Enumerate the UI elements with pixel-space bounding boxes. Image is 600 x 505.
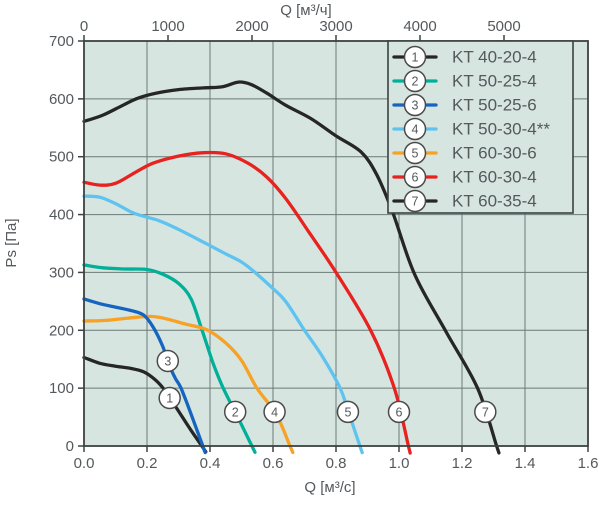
- legend-row: 2 KT 50-25-4: [392, 69, 537, 93]
- y-tick-label: 0: [66, 438, 74, 455]
- y-tick-label: 300: [49, 264, 74, 281]
- x-top-axis-title: Q [м³/ч]: [280, 2, 331, 19]
- legend-label: KT 50-30-4**: [452, 120, 550, 139]
- x-bottom-tick-label: 1.6: [578, 455, 599, 472]
- curve-kt-50-30-4-: [82, 194, 364, 455]
- curves: [82, 80, 501, 455]
- curve-number-markers: 1 2 3 4 5 6 7: [156, 349, 497, 424]
- legend-marker-3: [403, 93, 427, 117]
- y-tick-label: 100: [49, 380, 74, 397]
- x-bottom-tick-label: 1.2: [452, 455, 473, 472]
- legend-marker-7-number: 7: [412, 195, 419, 209]
- legend-row: 7 KT 60-35-4: [392, 189, 537, 213]
- legend-row: 4 KT 50-30-4**: [392, 117, 550, 141]
- curve-marker-2: [223, 400, 247, 424]
- legend-marker-1-number: 1: [412, 51, 419, 65]
- y-tick-label: 200: [49, 322, 74, 339]
- curve-marker-1: [158, 386, 181, 410]
- x-bottom-tick-label: 1.4: [515, 455, 536, 472]
- legend-marker-5: [403, 141, 427, 165]
- x-bottom-axis-title: Q [м³/с]: [304, 479, 355, 496]
- legend-marker-7: [403, 189, 427, 213]
- curve-marker-7-number: 7: [482, 405, 489, 419]
- legend-marker-6-number: 6: [412, 171, 419, 185]
- curve-marker-2-number: 2: [232, 405, 239, 419]
- curve-kt-60-35-4: [82, 80, 501, 455]
- x-bottom-tick-label: 0.2: [137, 455, 158, 472]
- curve-marker-4-number: 4: [271, 405, 278, 419]
- curve-marker-6: [387, 400, 411, 424]
- legend-marker-3-number: 3: [412, 99, 419, 113]
- legend-row: 1 KT 40-20-4: [392, 45, 537, 69]
- legend-row: 3 KT 50-25-6: [392, 93, 537, 117]
- legend-label: KT 40-20-4: [452, 48, 537, 67]
- curve-kt-60-30-4: [82, 150, 412, 455]
- x-top-tick-label: 3000: [319, 18, 352, 35]
- x-bottom-tick-label: 1.0: [389, 455, 410, 472]
- legend-marker-1: [403, 45, 427, 69]
- axis-ticks: [78, 35, 589, 452]
- x-top-tick-label: 1000: [151, 18, 184, 35]
- x-top-tick-label: 2000: [235, 18, 268, 35]
- x-bottom-tick-label: 0.6: [263, 455, 284, 472]
- curve-marker-3: [156, 349, 180, 373]
- y-tick-label: 400: [49, 207, 74, 224]
- x-top-tick-label: 0: [80, 18, 88, 35]
- curve-marker-5: [336, 400, 360, 424]
- y-axis-title: Ps [Па]: [3, 218, 20, 267]
- legend-marker-4-number: 4: [412, 123, 419, 137]
- legend-row: 5 KT 60-30-6: [392, 141, 537, 165]
- x-bottom-tick-label: 0.8: [326, 455, 347, 472]
- curve-marker-5-number: 5: [344, 405, 351, 419]
- y-tick-label: 600: [49, 91, 74, 108]
- legend-marker-5-number: 5: [412, 147, 419, 161]
- x-bottom-tick-label: 0.4: [200, 455, 221, 472]
- legend-label: KT 50-25-6: [452, 96, 537, 115]
- y-tick-label: 500: [49, 149, 74, 166]
- x-top-tick-label: 4000: [403, 18, 436, 35]
- y-tick-label: 700: [49, 33, 74, 50]
- curve-marker-6-number: 6: [396, 405, 403, 419]
- curve-kt-40-20-4: [82, 355, 208, 454]
- legend-label: KT 60-35-4: [452, 192, 537, 211]
- curve-kt-50-25-6: [82, 297, 207, 455]
- legend-label: KT 60-30-4: [452, 168, 537, 187]
- x-top-tick-label: 5000: [487, 18, 520, 35]
- legend-label: KT 50-25-4: [452, 72, 537, 91]
- curve-marker-1-number: 1: [166, 391, 173, 405]
- legend-marker-4: [403, 117, 427, 141]
- legend-marker-2: [403, 69, 427, 93]
- curve-marker-7: [474, 400, 497, 424]
- x-bottom-tick-label: 0.0: [74, 455, 95, 472]
- legend-marker-6: [403, 165, 427, 189]
- curve-marker-3-number: 3: [164, 354, 171, 368]
- legend-label: KT 60-30-6: [452, 144, 537, 163]
- legend-marker-2-number: 2: [412, 75, 419, 89]
- legend: 1 KT 40-20-4 2 KT 50-25-4 3 KT 50-25-6 4 KT 50-…: [387, 40, 574, 214]
- legend-row: 6 KT 60-30-4: [392, 165, 537, 189]
- curve-marker-4: [263, 400, 286, 424]
